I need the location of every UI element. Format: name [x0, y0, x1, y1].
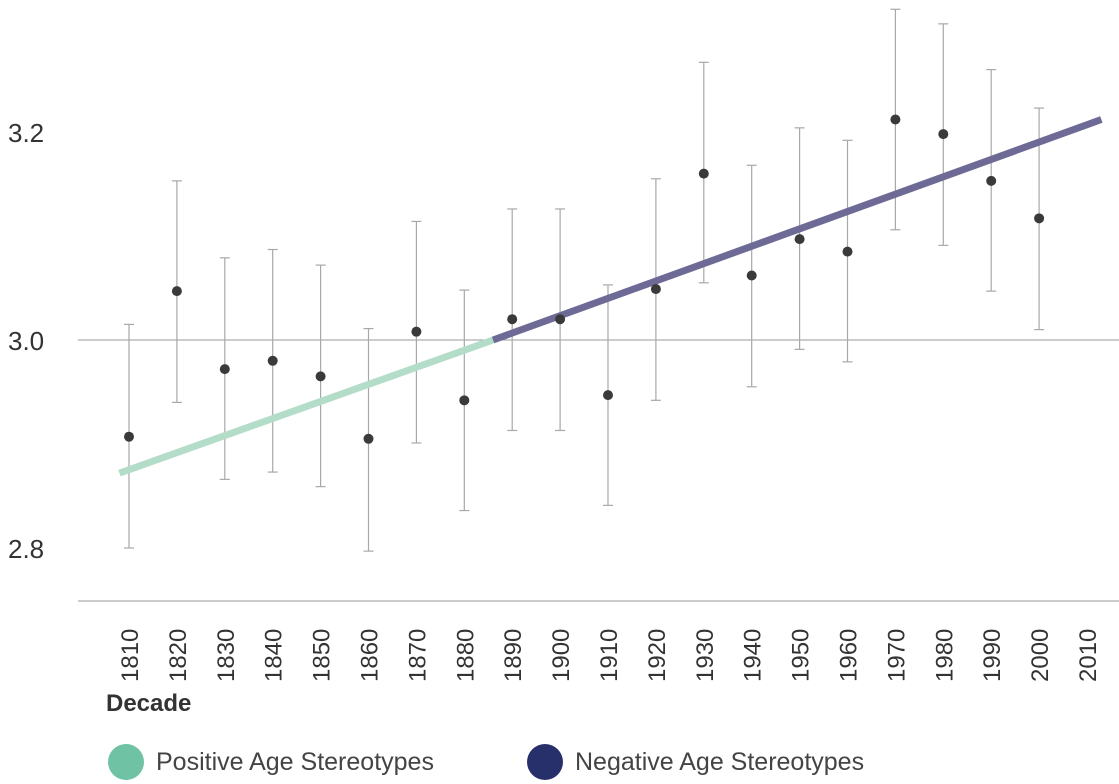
trend-line-negative — [491, 116, 1103, 344]
error-bars — [124, 8, 1045, 552]
x-tick-label: 1960 — [836, 629, 863, 682]
x-tick-label: 1840 — [261, 629, 288, 682]
data-point — [603, 390, 613, 401]
data-point — [459, 395, 470, 406]
data-point — [219, 364, 230, 375]
x-tick-label: 2000 — [1027, 629, 1054, 682]
x-tick-label: 1850 — [309, 629, 336, 682]
legend-swatch-negative — [527, 744, 563, 780]
x-tick-label: 1890 — [500, 629, 527, 682]
data-point — [555, 314, 566, 325]
data-points — [124, 114, 1045, 444]
data-point — [746, 270, 757, 281]
data-point — [411, 326, 422, 337]
data-point — [267, 355, 278, 366]
x-tick-label: 1970 — [883, 629, 910, 682]
x-tick-label: 1860 — [357, 629, 384, 682]
data-point — [986, 175, 997, 186]
trend-line-positive — [118, 336, 495, 477]
data-point — [938, 129, 949, 140]
x-tick-label: 1980 — [931, 629, 958, 682]
y-tick-label: 2.8 — [8, 534, 44, 564]
x-tick-label: 1990 — [979, 629, 1006, 682]
x-tick-label: 1810 — [117, 629, 144, 682]
data-point — [1034, 213, 1045, 224]
y-axis-ticks: 2.8 3.0 3.2 — [8, 118, 44, 564]
x-tick-label: 1940 — [740, 629, 767, 682]
x-tick-label: 2010 — [1075, 629, 1102, 682]
y-tick-label: 3.2 — [8, 118, 44, 148]
x-tick-label: 1910 — [596, 629, 623, 682]
data-point — [507, 314, 518, 325]
x-tick-label: 1870 — [404, 629, 431, 682]
chart: 2.83.03.2 1810 1820 1830 1840 1850 1860 1870 18… — [8, 8, 1119, 682]
data-point — [650, 284, 661, 295]
data-point — [124, 431, 134, 442]
x-tick-label: 1880 — [452, 629, 479, 682]
x-tick-label: 1830 — [213, 629, 240, 682]
trend-lines — [118, 116, 1103, 477]
y-tick-label: 3.0 — [8, 326, 44, 356]
legend-swatch-positive — [108, 744, 144, 780]
data-point — [794, 234, 805, 245]
legend-label-positive: Positive Age Stereotypes — [156, 747, 434, 776]
data-point — [698, 168, 709, 179]
legend-item-positive: Positive Age Stereotypes — [108, 744, 434, 780]
x-axis-ticks: 1810 1820 1830 1840 1850 1860 1870 1880 1890 1900… — [117, 629, 1102, 682]
x-axis-label: Decade — [106, 690, 192, 717]
data-point — [842, 246, 853, 257]
x-tick-label: 1930 — [692, 629, 719, 682]
data-point — [171, 286, 182, 297]
legend: Positive Age Stereotypes Negative Age St… — [0, 744, 1119, 784]
x-tick-label: 1900 — [548, 629, 575, 682]
legend-item-negative: Negative Age Stereotypes — [527, 744, 864, 780]
data-point — [890, 114, 901, 125]
legend-label-negative: Negative Age Stereotypes — [575, 747, 865, 776]
x-tick-label: 1950 — [788, 629, 815, 682]
data-point — [363, 433, 374, 444]
data-point — [315, 371, 326, 382]
x-tick-label: 1820 — [165, 629, 192, 682]
x-tick-label: 1920 — [644, 629, 671, 682]
